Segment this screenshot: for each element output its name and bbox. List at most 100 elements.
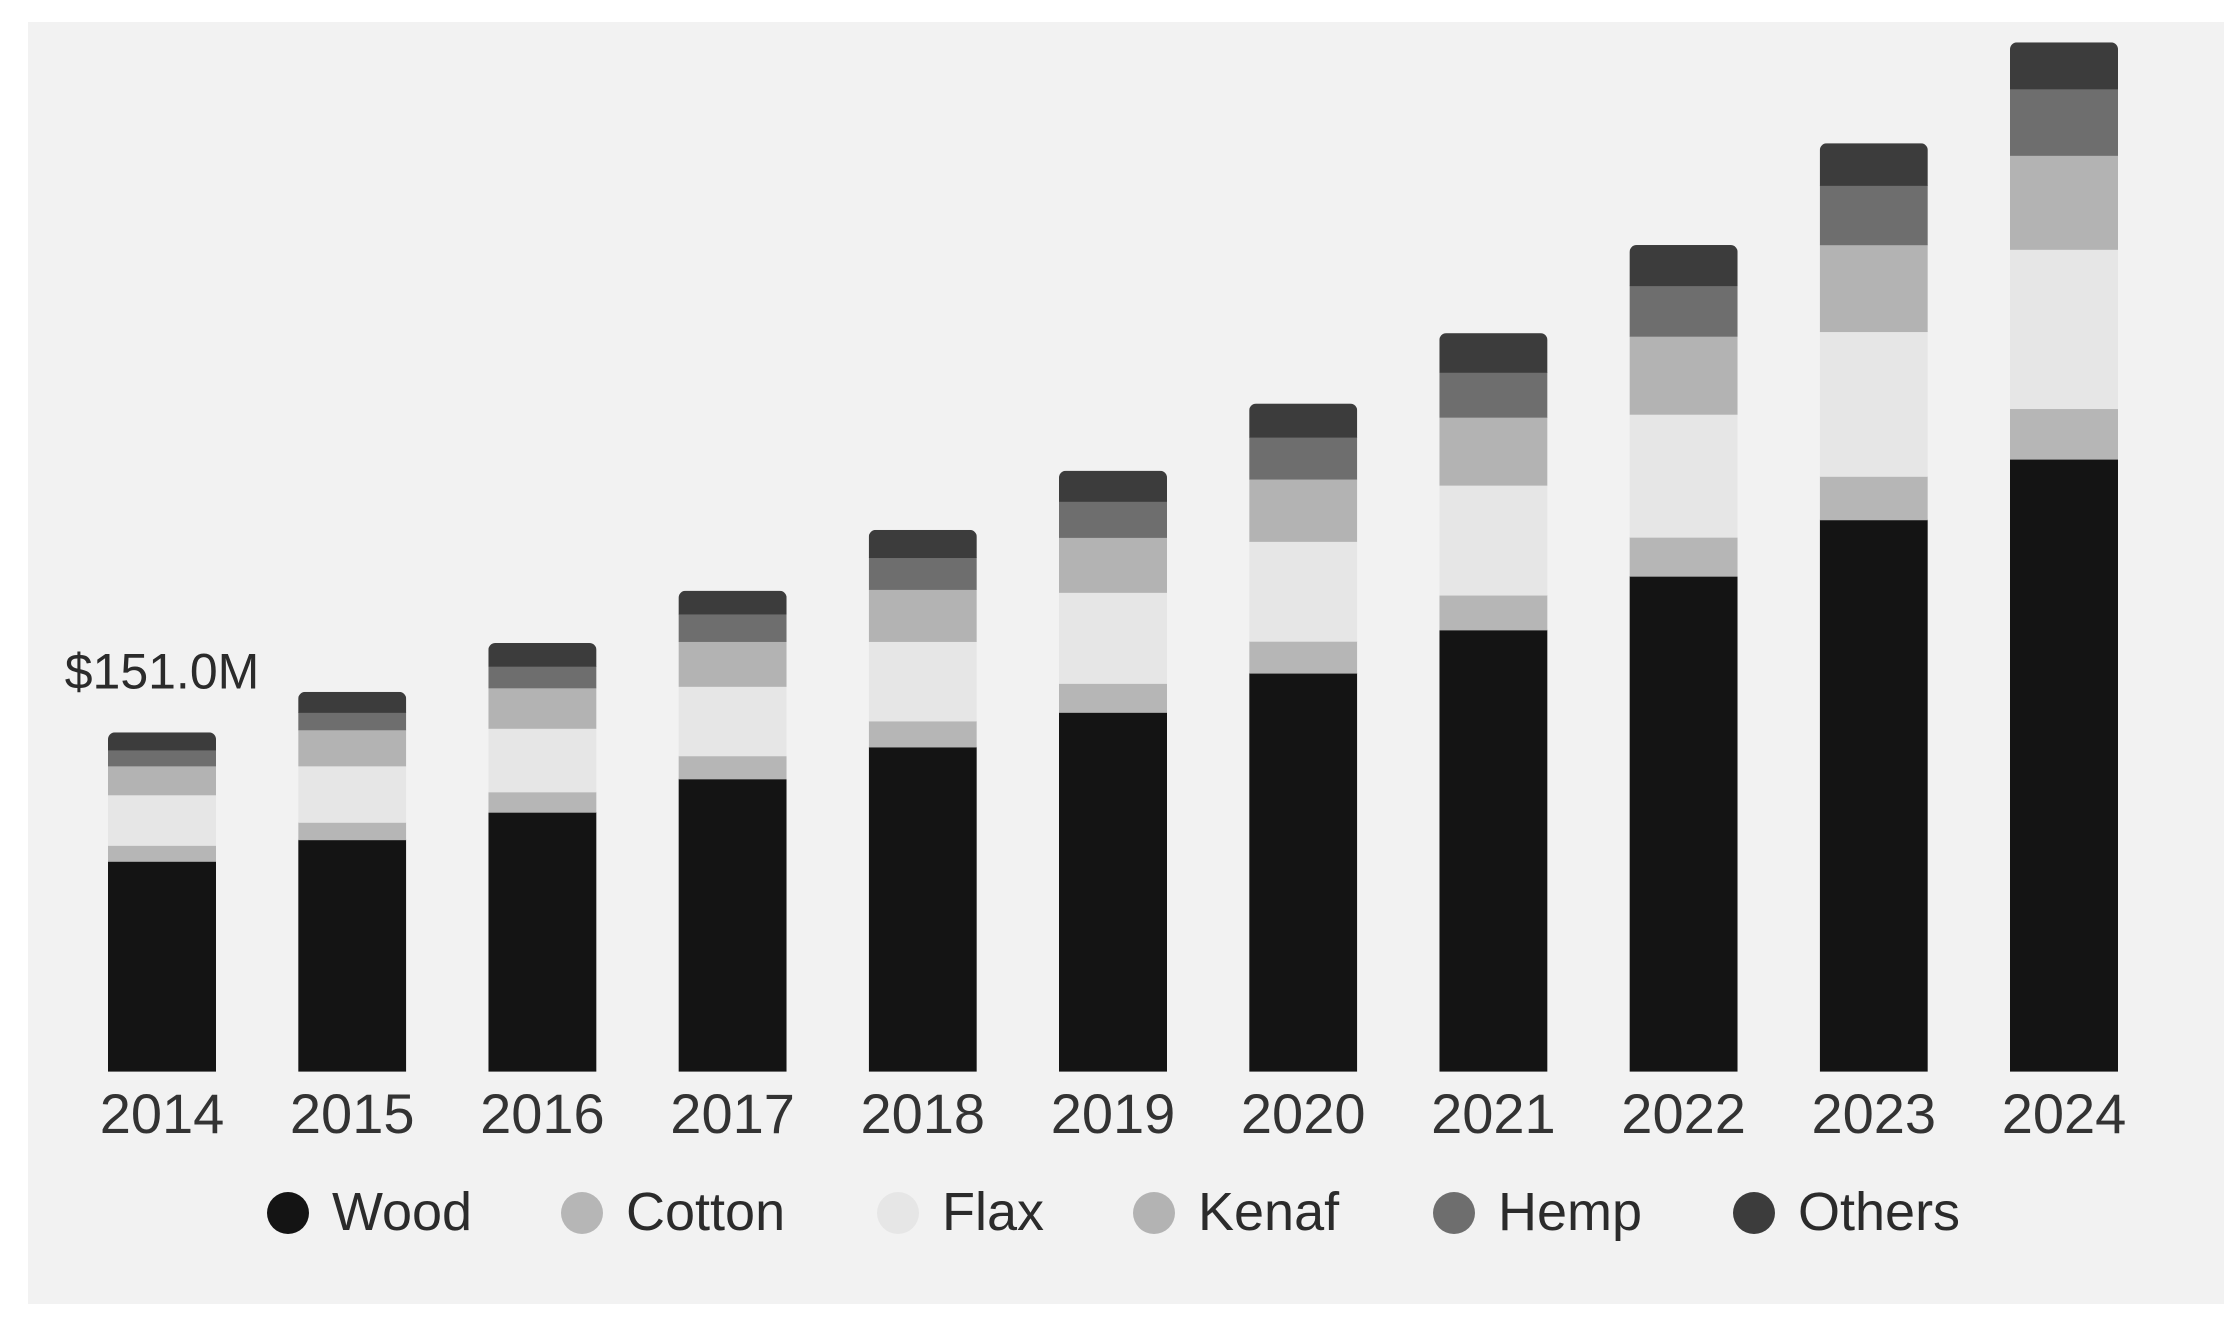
bar-2021-cotton [1439,594,1548,631]
bar-stack-2015 [298,691,407,1072]
legend: Wood Cotton Flax Kenaf Hemp Others [267,1182,1960,1242]
bar-2017-hemp [678,613,787,642]
annotations: $151.0M [65,643,260,699]
bar-2016-hemp [488,666,597,689]
x-tick-label-2017: 2017 [670,1082,795,1145]
chart-panel: 2014 2015 2016 2017 2018 2019 2020 2021 2022 2023… [28,22,2224,1304]
bar-2017-flax [678,686,787,757]
bar-2020-kenaf [1249,478,1358,542]
bar-stack-2023 [1819,143,1928,1072]
bar-2024-kenaf [2010,155,2118,250]
bar-2021-hemp [1439,372,1548,418]
bar-2024-wood [2010,459,2118,1072]
bar-2019-others [1059,470,1167,502]
legend-marker-kenaf [1133,1192,1175,1234]
x-tick-label-2022: 2022 [1621,1082,1746,1145]
x-tick-label-2020: 2020 [1241,1082,1366,1145]
bar-2017-kenaf [678,641,787,687]
bar-2015-kenaf [298,729,407,767]
bar-stack-2021 [1439,333,1548,1072]
bars-group [108,42,2118,1072]
bar-2017-others [678,590,787,615]
legend-item-cotton: Cotton [561,1182,785,1242]
legend-label-kenaf: Kenaf [1198,1182,1340,1242]
bar-stack-2022 [1629,245,1738,1072]
bar-2014-others [108,732,216,751]
bar-2019-hemp [1059,501,1167,538]
bar-2018-kenaf [868,589,977,642]
bar-2024-hemp [2010,88,2118,156]
legend-marker-cotton [561,1192,603,1234]
bar-2018-wood [868,746,977,1072]
bar-2018-flax [868,641,977,722]
annotation-label: $151.0M [65,643,260,699]
bar-2015-flax [298,765,407,823]
bar-2016-flax [488,728,597,793]
legend-item-wood: Wood [267,1182,472,1242]
x-tick-label-2019: 2019 [1051,1082,1176,1145]
bar-2023-cotton [1819,476,1928,521]
bar-2016-cotton [488,791,597,813]
bar-2018-others [868,529,977,559]
bar-2014-cotton [108,845,216,862]
legend-item-flax: Flax [877,1182,1044,1242]
bar-2021-wood [1439,629,1548,1072]
legend-marker-flax [877,1192,919,1234]
bar-2023-others [1819,143,1928,186]
legend-label-wood: Wood [332,1182,472,1242]
legend-item-hemp: Hemp [1433,1182,1642,1242]
bar-2022-cotton [1629,537,1738,577]
bar-2021-kenaf [1439,417,1548,486]
bar-2023-kenaf [1819,244,1928,333]
bar-2022-wood [1629,576,1738,1072]
bar-2020-wood [1249,673,1358,1072]
legend-marker-others [1733,1192,1775,1234]
x-tick-label-2023: 2023 [1812,1082,1937,1145]
bar-2021-flax [1439,485,1548,596]
bar-2014-wood [108,861,216,1072]
bar-2019-kenaf [1059,537,1167,593]
bar-2014-kenaf [108,765,216,796]
bar-2017-cotton [678,755,787,780]
bar-2015-others [298,691,407,713]
x-tick-label-2015: 2015 [290,1082,415,1145]
bar-2023-hemp [1819,185,1928,246]
bar-2016-kenaf [488,687,597,729]
bar-2023-flax [1819,331,1928,477]
bar-2024-others [2010,42,2118,90]
bar-2018-cotton [868,720,977,748]
bar-stack-2018 [868,529,977,1072]
bar-2022-others [1629,245,1738,287]
legend-marker-hemp [1433,1192,1475,1234]
bar-stack-2016 [488,643,597,1072]
bar-stack-2017 [678,590,787,1072]
bar-2022-kenaf [1629,336,1738,415]
bar-2019-cotton [1059,683,1167,713]
bar-2020-others [1249,403,1358,438]
bar-stack-2020 [1249,403,1358,1072]
bar-2024-cotton [2010,408,2118,460]
bar-2015-cotton [298,822,407,841]
bar-2017-wood [678,778,787,1072]
bar-2024-flax [2010,249,2118,410]
x-axis-ticks: 2014 2015 2016 2017 2018 2019 2020 2021 2022 2023… [100,1082,2127,1145]
legend-label-flax: Flax [942,1182,1044,1242]
bar-2022-hemp [1629,285,1738,337]
bar-2019-wood [1059,712,1167,1072]
bar-2016-wood [488,812,597,1072]
bar-2020-cotton [1249,641,1358,674]
legend-item-others: Others [1733,1182,1960,1242]
bar-stack-2014 [108,732,216,1072]
legend-item-kenaf: Kenaf [1133,1182,1340,1242]
legend-label-cotton: Cotton [626,1182,785,1242]
stacked-bar-chart: 2014 2015 2016 2017 2018 2019 2020 2021 2022 2023… [65,42,2127,1242]
bar-2014-hemp [108,749,216,767]
x-tick-label-2016: 2016 [480,1082,605,1145]
bar-2015-wood [298,839,407,1072]
bar-2022-flax [1629,414,1738,538]
bar-2021-others [1439,333,1548,373]
bar-2023-wood [1819,519,1928,1072]
bar-2020-flax [1249,541,1358,642]
bar-2015-hemp [298,712,407,731]
bar-2018-hemp [868,557,977,590]
